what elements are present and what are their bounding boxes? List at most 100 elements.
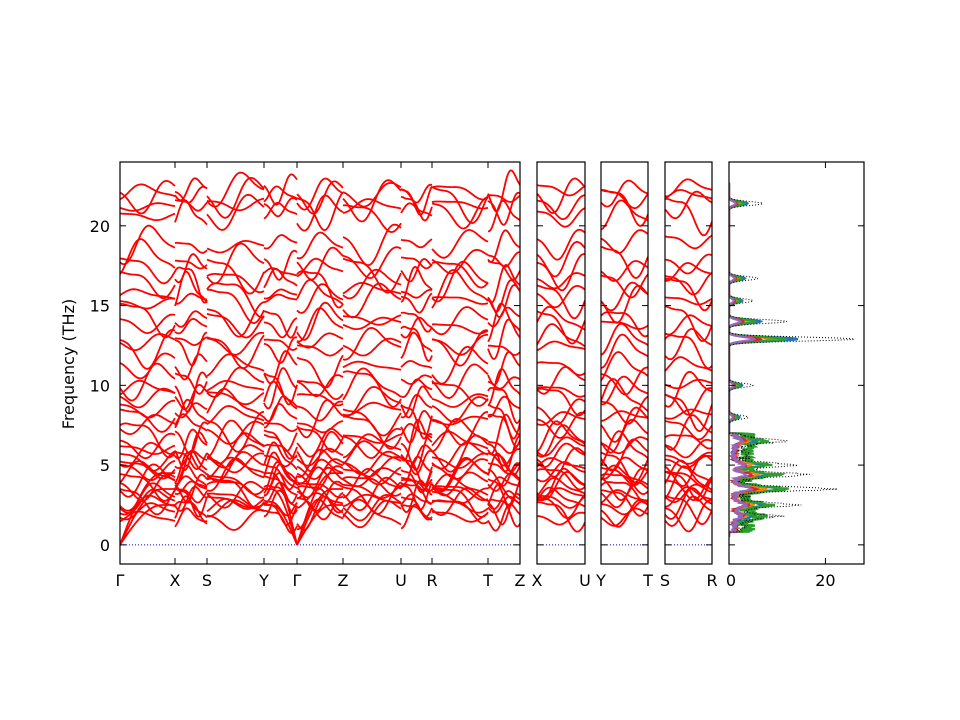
band-line	[342, 326, 402, 361]
band-line	[601, 378, 648, 412]
acoustic-band	[264, 504, 298, 546]
band-line	[297, 466, 344, 500]
band-line	[665, 455, 712, 469]
band-line	[537, 442, 585, 469]
band-line	[206, 390, 265, 406]
band-line	[120, 387, 176, 409]
band-line	[537, 305, 585, 331]
band-line	[342, 367, 402, 401]
band-line	[601, 179, 648, 208]
band-line	[263, 197, 298, 218]
band-line	[431, 260, 489, 303]
band-line	[342, 440, 402, 466]
band-line	[487, 350, 520, 386]
band-line	[665, 434, 712, 450]
band-line	[537, 447, 585, 478]
band-line	[537, 411, 585, 426]
band-line	[537, 501, 585, 533]
band-line	[665, 495, 712, 525]
band-line	[537, 228, 585, 261]
axes-frame	[664, 161, 713, 565]
band-line	[264, 310, 298, 339]
band-line	[400, 479, 433, 493]
band-line	[431, 396, 489, 423]
y-tick-label: 15	[90, 297, 110, 316]
band-line	[296, 380, 344, 401]
band-line	[665, 470, 712, 488]
band-line	[174, 266, 208, 304]
band-line	[601, 322, 648, 356]
y-axis-label: Frequency (THz)	[59, 299, 78, 429]
band-line	[263, 372, 298, 406]
x-tick-label: T	[482, 571, 493, 590]
band-line	[665, 197, 712, 237]
band-line	[263, 429, 298, 452]
band-line	[120, 450, 176, 472]
x-tick-label: X	[170, 571, 181, 590]
band-line	[601, 473, 648, 496]
band-line	[342, 337, 402, 357]
acoustic-band	[264, 472, 298, 546]
band-line	[120, 442, 176, 468]
band-line	[431, 248, 489, 275]
band-line	[296, 420, 344, 434]
band-line	[342, 428, 402, 459]
band-line	[174, 317, 208, 335]
band-line	[665, 178, 712, 198]
band-line	[487, 440, 520, 455]
band-line	[537, 272, 585, 290]
band-line	[263, 484, 298, 515]
band-line	[120, 408, 176, 433]
band-line	[537, 486, 585, 508]
band-line	[400, 469, 433, 494]
band-line	[400, 331, 433, 359]
x-tick-label: Z	[515, 571, 526, 590]
band-line	[665, 234, 712, 250]
dos-x-tick-label: 0	[726, 571, 736, 590]
band-line	[601, 199, 648, 231]
band-line	[665, 487, 712, 520]
band-line	[174, 371, 208, 413]
band-line	[342, 223, 402, 267]
band-line	[120, 313, 176, 335]
band-line	[601, 260, 648, 282]
band-line	[400, 385, 433, 419]
band-line	[206, 242, 265, 285]
band-line	[296, 257, 344, 278]
band-line	[487, 413, 520, 448]
x-tick-label: U	[395, 571, 407, 590]
band-line	[342, 433, 402, 444]
band-line	[487, 472, 520, 492]
band-line	[537, 487, 585, 502]
band-line	[296, 177, 344, 211]
band-line	[120, 183, 176, 201]
x-tick-label: Z	[338, 571, 349, 590]
band-line	[431, 487, 489, 518]
band-line	[206, 410, 265, 453]
band-line	[263, 350, 298, 385]
band-line	[263, 441, 298, 471]
band-line	[120, 224, 176, 266]
band-line	[431, 323, 489, 335]
x-tick-label: R	[706, 571, 717, 590]
band-line	[120, 432, 176, 460]
band-line	[206, 193, 265, 231]
band-line	[601, 229, 648, 254]
band-line	[120, 212, 176, 221]
band-line	[431, 452, 489, 469]
band-line	[342, 181, 402, 208]
band-line	[665, 356, 712, 372]
band-line	[263, 267, 298, 277]
band-line	[400, 183, 433, 204]
band-line	[120, 379, 176, 396]
band-line	[665, 408, 712, 420]
band-line	[263, 249, 298, 281]
band-line	[665, 334, 712, 370]
band-line	[537, 361, 585, 376]
band-line	[431, 510, 489, 523]
band-line	[342, 198, 402, 214]
band-line	[665, 387, 712, 416]
dos-series-line	[729, 182, 757, 537]
band-line	[431, 186, 489, 225]
